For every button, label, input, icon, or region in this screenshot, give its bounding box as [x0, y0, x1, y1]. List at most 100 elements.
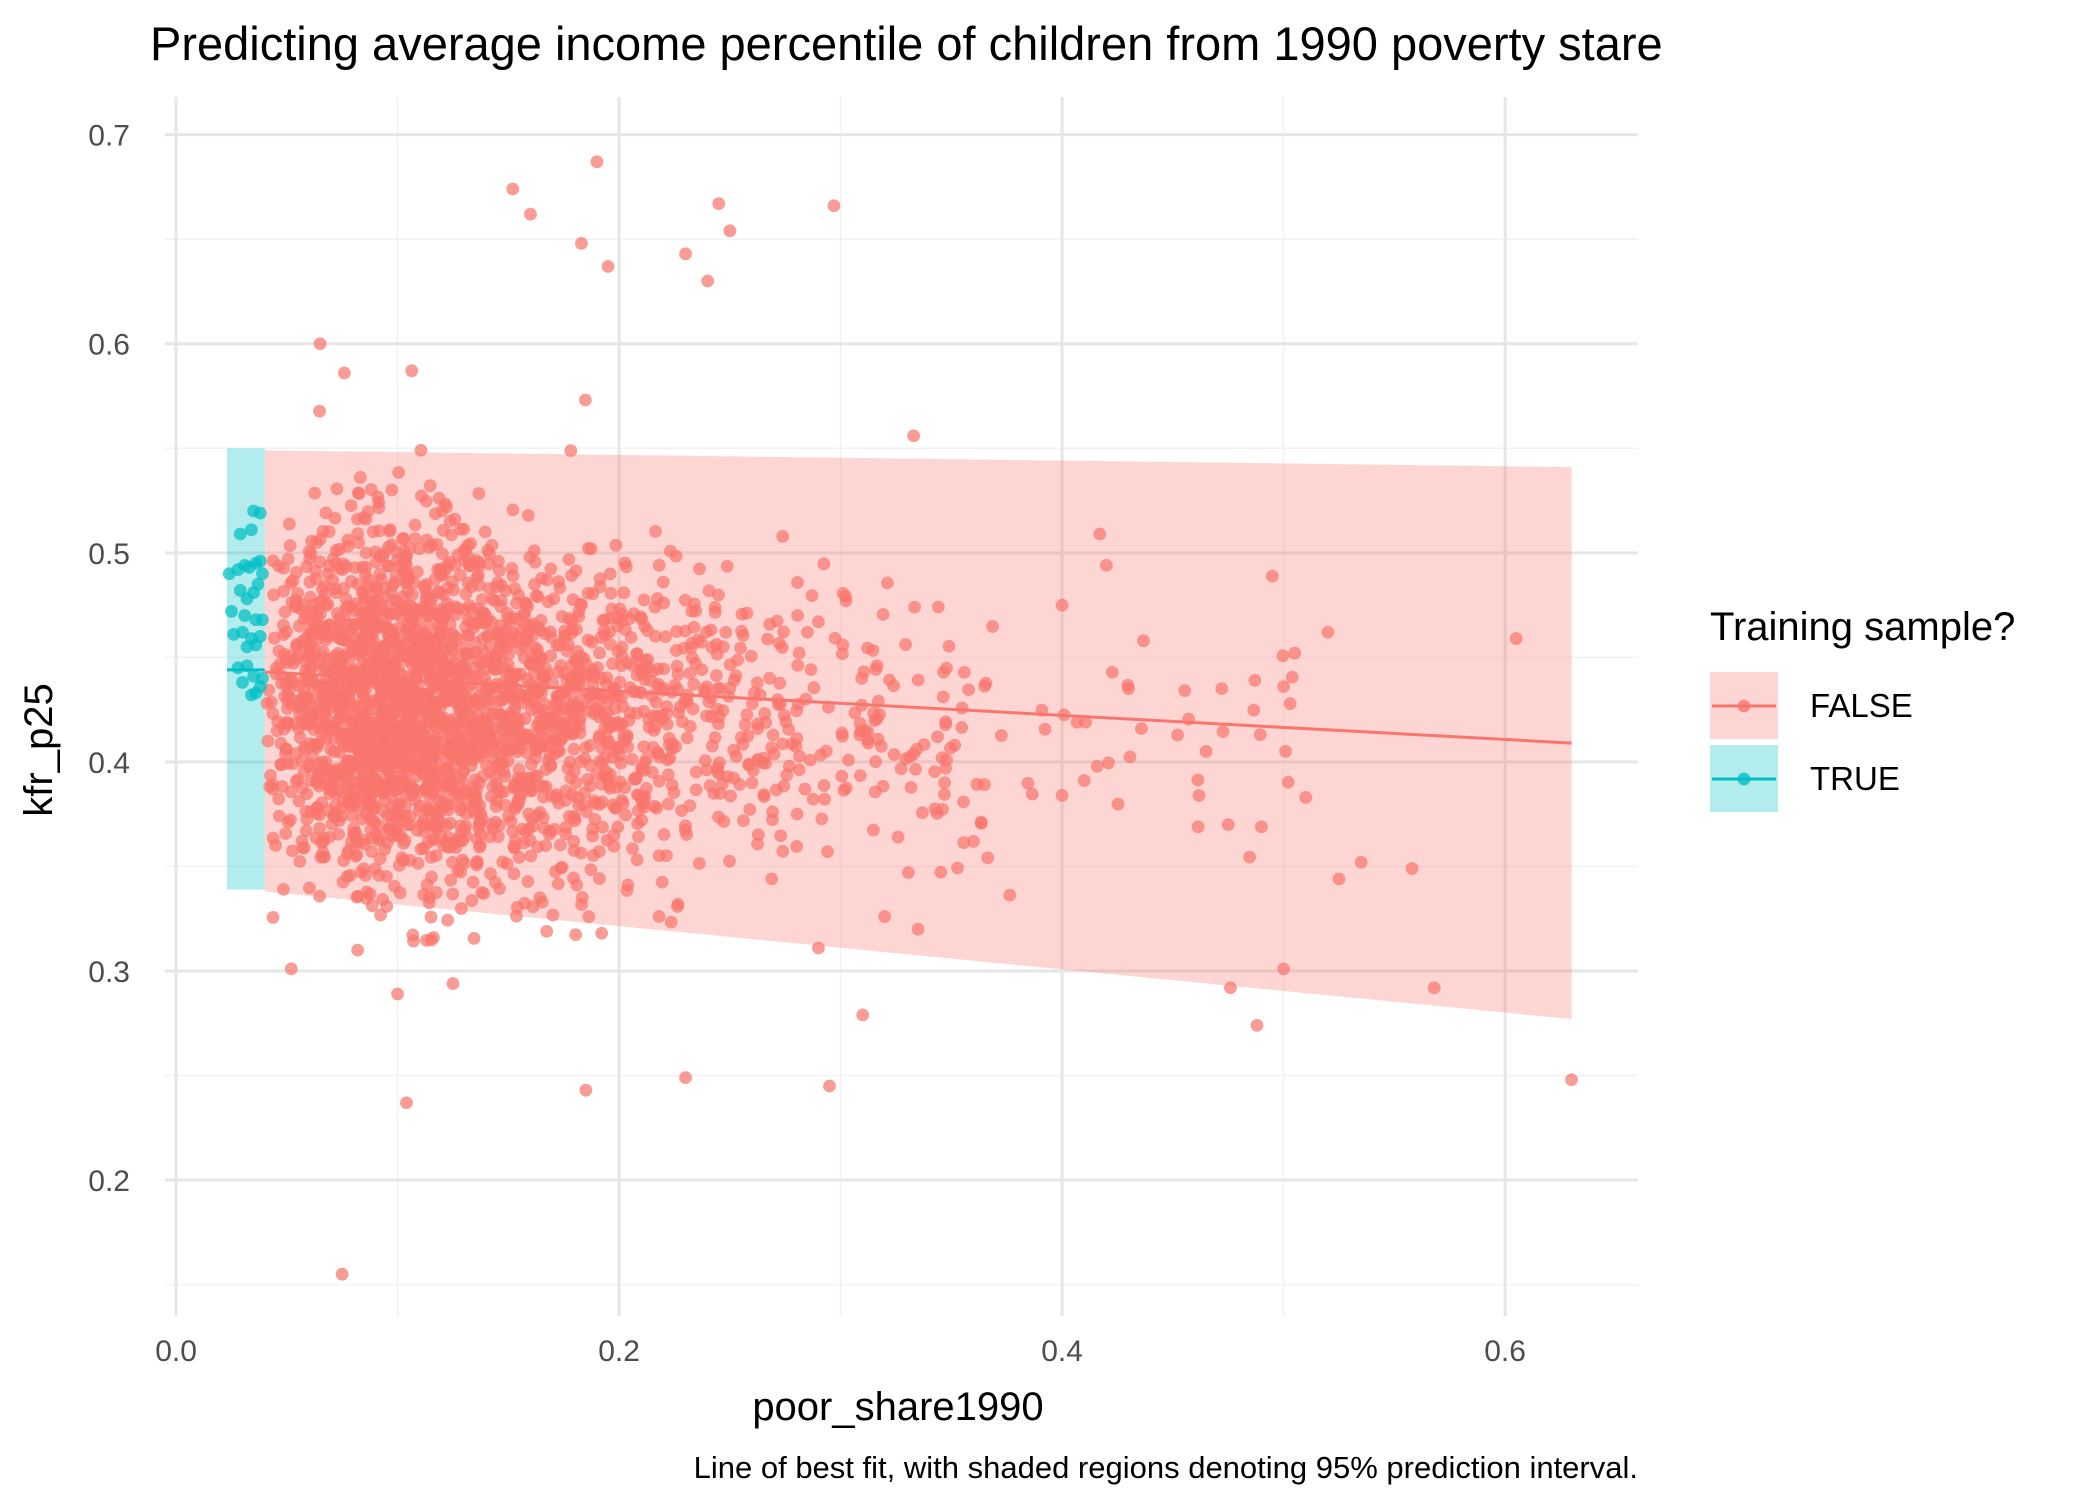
point-false — [366, 784, 380, 798]
point-false — [313, 532, 327, 546]
point-false — [465, 894, 479, 907]
point-false — [302, 881, 316, 895]
point-false — [373, 549, 387, 563]
point-false — [574, 846, 588, 860]
point-false — [659, 630, 672, 644]
point-false — [375, 654, 389, 668]
point-false — [434, 775, 447, 789]
point-false — [1279, 744, 1292, 758]
point-false — [446, 977, 460, 990]
point-false — [318, 697, 332, 711]
point-false — [283, 539, 297, 553]
point-false — [652, 910, 666, 923]
point-false — [769, 783, 783, 797]
point-false — [1122, 682, 1135, 696]
point-false — [539, 839, 553, 852]
point-false — [812, 941, 825, 955]
point-false — [836, 638, 850, 652]
point-false — [328, 653, 342, 667]
point-false — [553, 838, 567, 852]
legend-key-point — [1737, 772, 1751, 786]
point-true — [242, 561, 256, 574]
point-false — [561, 761, 575, 775]
point-false — [777, 625, 790, 639]
point-false — [434, 763, 448, 777]
point-false — [574, 597, 588, 611]
point-false — [261, 734, 275, 748]
point-false — [328, 511, 342, 525]
point-false — [680, 731, 694, 745]
point-false — [390, 638, 403, 652]
point-false — [482, 557, 496, 571]
point-false — [774, 829, 788, 843]
point-false — [317, 620, 331, 634]
point-false — [387, 680, 401, 694]
point-false — [782, 759, 796, 773]
point-true — [244, 523, 258, 537]
point-false — [655, 875, 669, 889]
point-false — [792, 646, 806, 660]
point-false — [861, 736, 875, 750]
chart-caption: Line of best fit, with shaded regions de… — [694, 1450, 1638, 1485]
point-false — [371, 694, 385, 708]
point-false — [962, 683, 975, 697]
point-false — [587, 670, 601, 684]
point-false — [386, 578, 399, 592]
point-false — [435, 547, 449, 561]
point-false — [396, 532, 410, 546]
point-false — [917, 738, 931, 751]
point-false — [543, 824, 557, 838]
point-false — [683, 666, 697, 680]
point-false — [866, 823, 880, 837]
point-false — [712, 810, 725, 824]
point-false — [1243, 850, 1257, 864]
point-false — [337, 739, 350, 753]
point-false — [388, 879, 401, 893]
point-false — [300, 787, 314, 801]
point-false — [957, 836, 971, 849]
point-false — [488, 876, 502, 889]
point-false — [620, 729, 634, 742]
point-false — [689, 604, 703, 618]
point-false — [595, 795, 609, 809]
point-false — [313, 821, 326, 835]
legend: Training sample? FALSE TRUE — [1710, 605, 2015, 812]
point-false — [533, 891, 547, 905]
point-false — [520, 672, 533, 686]
point-false — [308, 739, 322, 753]
point-false — [1265, 569, 1279, 583]
point-false — [593, 646, 606, 660]
point-false — [891, 830, 905, 844]
point-false — [663, 544, 677, 558]
point-false — [967, 834, 980, 848]
point-false — [338, 366, 351, 380]
point-false — [329, 715, 343, 729]
point-false — [579, 1083, 593, 1097]
point-false — [1321, 625, 1335, 639]
point-false — [646, 709, 660, 723]
point-false — [412, 542, 426, 556]
point-false — [512, 588, 525, 602]
point-false — [292, 679, 306, 693]
point-false — [439, 608, 452, 622]
point-false — [278, 605, 292, 619]
point-false — [691, 633, 705, 647]
point-false — [365, 899, 379, 913]
point-false — [385, 483, 399, 497]
point-false — [575, 898, 588, 911]
point-false — [798, 782, 812, 796]
point-false — [704, 623, 718, 637]
point-false — [347, 827, 360, 841]
point-false — [791, 576, 804, 589]
point-false — [708, 605, 722, 619]
point-false — [342, 688, 355, 702]
point-false — [894, 762, 908, 776]
point-false — [337, 854, 351, 868]
point-false — [293, 855, 307, 868]
point-false — [772, 636, 786, 650]
point-false — [473, 720, 487, 734]
point-false — [313, 404, 326, 418]
point-false — [740, 708, 754, 722]
point-false — [364, 483, 378, 496]
point-false — [572, 610, 586, 624]
